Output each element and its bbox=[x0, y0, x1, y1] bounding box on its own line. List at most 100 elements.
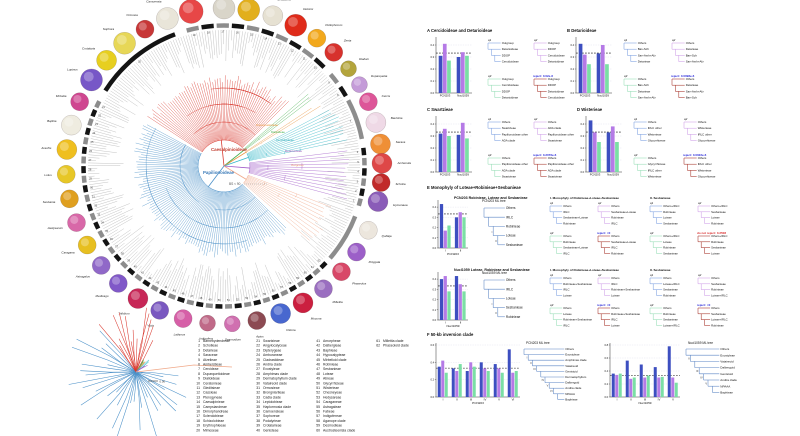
legend-item-42: 42 Dalbergieae bbox=[316, 344, 341, 348]
taxon-label: Sesbanieae bbox=[663, 221, 678, 225]
flower-image bbox=[178, 0, 204, 24]
svg-text:0.0: 0.0 bbox=[432, 246, 436, 250]
taxon-label: Robinieae bbox=[711, 288, 724, 292]
legend-number: 22 bbox=[256, 344, 260, 348]
flower-millettia: Millettia bbox=[314, 279, 343, 304]
taxon-label: Robinieae bbox=[711, 240, 724, 244]
flower-image bbox=[262, 5, 284, 26]
p-A-tree-q1: Outgroup Detarioideae DDOP Cercidoideae q1 bbox=[487, 38, 519, 64]
ring-number-14: 14 bbox=[264, 36, 267, 40]
taxon-label: Robinieae bbox=[506, 315, 521, 319]
ring-number-11: 11 bbox=[303, 56, 306, 60]
flower-label: Indigofera bbox=[199, 337, 213, 341]
legend-name: Amherstieae bbox=[203, 363, 222, 367]
flower-label: Crotalaria bbox=[82, 46, 95, 50]
flower-clitoria: Clitoria bbox=[270, 303, 296, 332]
taxon-label: Others+IRLC bbox=[663, 234, 679, 238]
bar-IV-q3 bbox=[486, 371, 490, 397]
taxon-label: Vataireoid bbox=[720, 359, 734, 363]
flower-ring: IngaVachellia Leucaena Delonix Peltophorum Z… bbox=[40, 0, 411, 341]
flower-label: Saraca bbox=[396, 140, 406, 144]
legend-name: Amburaneae bbox=[263, 353, 283, 357]
ring-number-42: 42 bbox=[148, 276, 151, 280]
bar-II-q3 bbox=[462, 217, 466, 248]
taxon-label: Outgroup bbox=[548, 41, 560, 45]
taxon-label: Robinieae bbox=[663, 246, 676, 250]
taxon-label: Bar+Sch bbox=[686, 53, 698, 57]
legend-name: Camoensieae bbox=[263, 410, 284, 414]
ring-number-34: 34 bbox=[101, 221, 104, 225]
svg-text:0.3: 0.3 bbox=[430, 134, 434, 138]
node-label: VI bbox=[550, 389, 553, 393]
legend-number: 25 bbox=[256, 358, 260, 362]
quartet-tag: q3 bbox=[488, 153, 492, 157]
ring-number-13: 13 bbox=[278, 42, 281, 46]
legend-number: 12 bbox=[196, 391, 200, 395]
legend-name: Schotieae bbox=[203, 344, 218, 348]
flower-cercis: Cercis bbox=[359, 92, 391, 111]
svg-text:0.4: 0.4 bbox=[604, 369, 608, 373]
group-label-VI: VI bbox=[512, 397, 515, 401]
flower-baphia: Baphia bbox=[47, 114, 82, 136]
ring-number-49: 49 bbox=[209, 297, 212, 301]
legend-number: 29 bbox=[256, 377, 260, 381]
legend-name: Crotalarieae bbox=[263, 424, 282, 428]
ring-number-4: 4 bbox=[357, 170, 359, 174]
taxon-label: Robinieae bbox=[563, 240, 576, 244]
quartet-tag: q1 bbox=[650, 273, 654, 277]
flower-label: Zenia bbox=[343, 38, 352, 42]
legend-name: Sclerolobieae bbox=[203, 414, 224, 418]
svg-text:0.4: 0.4 bbox=[570, 43, 574, 47]
legend-item-13: 13 Pterogyneae bbox=[196, 395, 222, 399]
legend-number: 24 bbox=[256, 353, 260, 357]
flower-image bbox=[77, 235, 97, 255]
group-label-PCN203: PCN203 bbox=[440, 172, 451, 176]
node-label: II bbox=[495, 239, 497, 243]
taxon-label: Others bbox=[548, 156, 557, 160]
ring-number-36: 36 bbox=[110, 237, 113, 241]
legend-item-35: 35 Haplormosia clade bbox=[256, 405, 291, 409]
legend-number: 47 bbox=[316, 367, 320, 371]
taxon-label: Andira clade bbox=[565, 386, 581, 390]
svg-text:0.1: 0.1 bbox=[430, 79, 434, 83]
bar-V-q3 bbox=[674, 382, 678, 397]
p-D-tree-q2: Others Wisterieae IRLC other Glycyrrhizeae q… bbox=[683, 117, 716, 143]
bar-II-q3 bbox=[632, 377, 636, 397]
taxon-label: IRLC other bbox=[648, 168, 662, 172]
legend-name: Leptolobieae bbox=[263, 400, 283, 404]
legend-number: 46 bbox=[316, 363, 320, 367]
taxon-label: Others bbox=[686, 77, 695, 81]
legend-item-16: 16 Dimorphandreae bbox=[196, 410, 228, 414]
legend-name: Podalyrieae bbox=[263, 419, 281, 423]
taxon-label: Wisterieae bbox=[648, 132, 662, 136]
outgroup-label: Outgroup bbox=[291, 163, 304, 167]
node-label: V bbox=[705, 381, 707, 385]
bs-legend-label: BS < 90 bbox=[229, 182, 241, 186]
taxon-label: Robinieae bbox=[563, 221, 576, 225]
taxon-label: Robinieae bbox=[611, 216, 624, 220]
legend-number: 48 bbox=[316, 372, 320, 376]
bar-III-q1 bbox=[465, 371, 469, 397]
taxon-label: Sesbanieae bbox=[711, 210, 726, 214]
bar-Nucl1059-q1 bbox=[456, 57, 461, 93]
flower-label: Mucuna bbox=[311, 316, 322, 320]
group-label-Nucl1059: Nucl1059 bbox=[457, 93, 469, 97]
legend-name: Millettia clade bbox=[383, 339, 404, 343]
legend-item-14: 14 Caesalpinieae bbox=[196, 400, 224, 404]
bar-IV-q1 bbox=[653, 367, 657, 397]
legend-item-56: 56 Fabeae bbox=[316, 410, 334, 414]
taxon-label: Loteae bbox=[611, 323, 620, 327]
legend-item-38: 38 Podalyrieae bbox=[256, 419, 281, 423]
taxon-label: Others bbox=[611, 234, 620, 238]
ring-number-50: 50 bbox=[218, 298, 221, 302]
legend-item-57: 57 Indigofereae bbox=[316, 414, 342, 418]
taxon-label: IRLC bbox=[563, 323, 569, 327]
taxon-label: Detarieae bbox=[638, 60, 651, 64]
ring-number-2: 2 bbox=[355, 189, 357, 193]
taxon-label: Glycyrrhizeae bbox=[698, 139, 716, 143]
clade-duparquetioideae bbox=[223, 105, 321, 167]
caesalpinioideae-label: Caesalpinioideae bbox=[211, 147, 247, 152]
legend-number: 6 bbox=[198, 363, 200, 367]
